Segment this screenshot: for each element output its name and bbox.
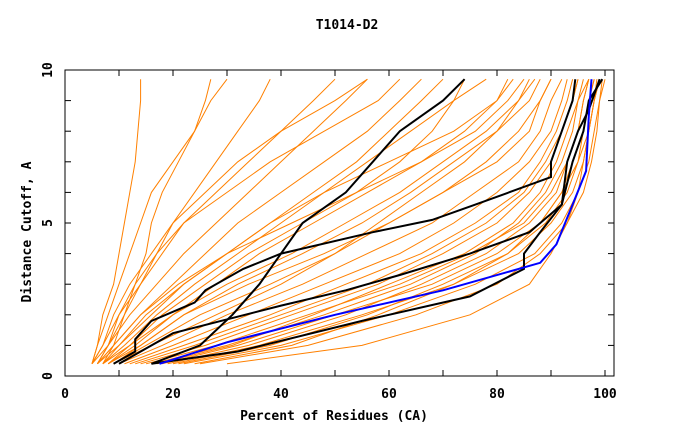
y-tick-label: 5 xyxy=(41,219,56,227)
highlight-line xyxy=(118,78,604,365)
model-line xyxy=(91,78,368,365)
x-tick-label: 0 xyxy=(61,387,69,402)
highlight-line xyxy=(151,78,601,365)
model-line xyxy=(96,78,271,365)
model-line xyxy=(135,79,579,365)
y-tick-label: 0 xyxy=(41,372,56,380)
highlight-line xyxy=(113,79,577,365)
model-line xyxy=(156,78,590,365)
model-line xyxy=(183,79,603,365)
model-line xyxy=(102,78,536,365)
model-line xyxy=(97,78,422,365)
x-tick-label: 80 xyxy=(489,387,505,402)
x-tick-label: 60 xyxy=(381,387,397,402)
model-line xyxy=(129,79,574,365)
x-tick-label: 20 xyxy=(165,387,181,402)
model-line xyxy=(199,79,606,365)
best-model-line xyxy=(159,79,593,365)
model-line xyxy=(124,79,568,365)
model-line xyxy=(172,79,601,365)
model-line xyxy=(102,78,509,365)
series-group xyxy=(91,78,606,365)
model-line xyxy=(107,78,466,365)
model-line xyxy=(91,79,142,364)
model-line xyxy=(113,78,552,365)
model-line xyxy=(178,79,598,365)
x-tick-label: 40 xyxy=(273,387,289,402)
y-tick-label: 10 xyxy=(41,62,56,78)
highlight-line xyxy=(151,78,466,365)
axes-group: 0 20 40 60 80 100 0 5 10 xyxy=(41,62,617,402)
model-line xyxy=(113,78,530,365)
model-line xyxy=(97,78,525,365)
chart-title: T1014-D2 xyxy=(316,18,379,33)
model-line xyxy=(91,78,368,365)
x-axis-label: Percent of Residues (CA) xyxy=(240,409,428,424)
model-line xyxy=(96,78,401,365)
x-tick-label: 100 xyxy=(593,387,617,402)
y-axis-label: Distance Cutoff, A xyxy=(20,161,35,302)
plot-frame xyxy=(64,69,615,377)
model-line xyxy=(91,78,228,364)
model-line xyxy=(102,79,212,365)
model-line xyxy=(167,79,590,365)
model-line xyxy=(107,78,514,365)
model-line xyxy=(102,78,487,365)
